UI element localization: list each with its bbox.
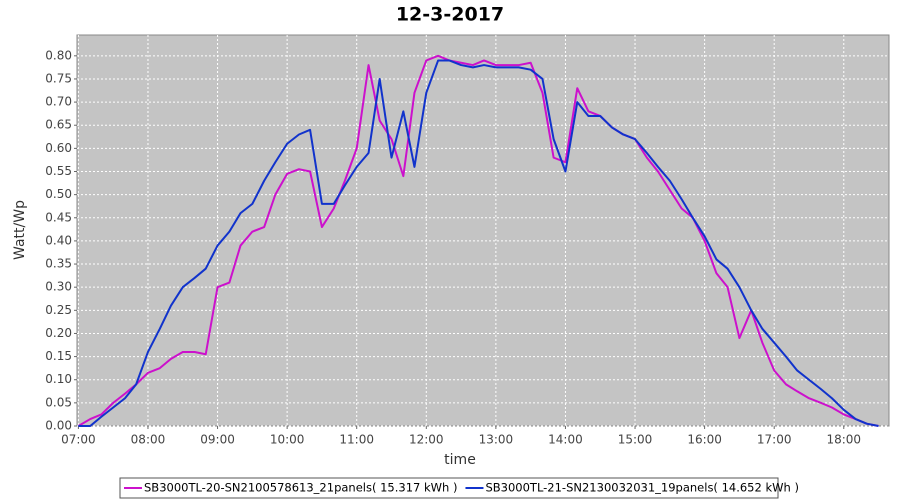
y-tick-label: 0.40	[45, 233, 72, 247]
x-tick-label: 15:00	[618, 433, 653, 447]
legend-label: SB3000TL-21-SN2130032031_19panels( 14.65…	[485, 481, 798, 495]
y-axis-label: Watt/Wp	[12, 200, 28, 260]
x-tick-label: 10:00	[270, 433, 305, 447]
x-axis-label: time	[444, 452, 476, 468]
y-tick-label: 0.50	[45, 187, 72, 201]
x-tick-label: 17:00	[757, 433, 792, 447]
x-tick-label: 08:00	[131, 433, 166, 447]
x-tick-label: 14:00	[548, 433, 583, 447]
y-tick-label: 0.45	[45, 210, 72, 224]
y-tick-label: 0.75	[45, 71, 72, 85]
y-tick-label: 0.55	[45, 164, 72, 178]
x-tick-label: 11:00	[339, 433, 374, 447]
x-tick-label: 09:00	[200, 433, 235, 447]
chart-title: 12-3-2017	[396, 4, 504, 26]
x-tick-label: 13:00	[479, 433, 514, 447]
series-line	[78, 59, 879, 427]
y-tick-label: 0.10	[45, 372, 72, 386]
y-tick-label: 0.05	[45, 395, 72, 409]
x-tick-label: 16:00	[687, 433, 722, 447]
y-tick-label: 0.70	[45, 95, 72, 109]
y-tick-label: 0.25	[45, 303, 72, 317]
series-line	[77, 54, 879, 427]
y-tick-label: 0.20	[45, 326, 72, 340]
y-tick-label: 0.30	[45, 280, 72, 294]
x-tick-label: 18:00	[826, 433, 861, 447]
x-tick-label: 07:00	[61, 433, 96, 447]
y-tick-label: 0.65	[45, 118, 72, 132]
x-tick-label: 12:00	[409, 433, 444, 447]
plot-area	[76, 34, 890, 427]
y-tick-label: 0.60	[45, 141, 72, 155]
legend-label: SB3000TL-20-SN2100578613_21panels( 15.31…	[144, 481, 457, 495]
y-tick-label: 0.80	[45, 48, 72, 62]
y-tick-label: 0.15	[45, 349, 72, 363]
legend	[119, 477, 779, 499]
y-tick-label: 0.35	[45, 257, 72, 271]
y-tick-label: 0.00	[45, 419, 72, 433]
